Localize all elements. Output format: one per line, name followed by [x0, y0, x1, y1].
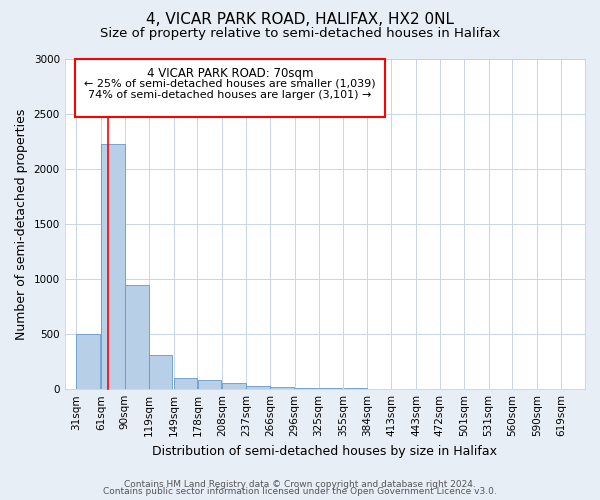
- X-axis label: Distribution of semi-detached houses by size in Halifax: Distribution of semi-detached houses by …: [152, 444, 497, 458]
- Bar: [125, 284, 149, 389]
- Text: 4 VICAR PARK ROAD: 70sqm: 4 VICAR PARK ROAD: 70sqm: [146, 68, 313, 80]
- Bar: [76, 334, 100, 389]
- Bar: [295, 388, 319, 389]
- Bar: [197, 380, 221, 389]
- Text: Size of property relative to semi-detached houses in Halifax: Size of property relative to semi-detach…: [100, 28, 500, 40]
- Bar: [319, 388, 343, 389]
- Text: ← 25% of semi-detached houses are smaller (1,039): ← 25% of semi-detached houses are smalle…: [84, 79, 376, 89]
- Bar: [101, 144, 125, 389]
- Bar: [149, 355, 172, 389]
- Y-axis label: Number of semi-detached properties: Number of semi-detached properties: [15, 108, 28, 340]
- Text: 74% of semi-detached houses are larger (3,101) →: 74% of semi-detached houses are larger (…: [88, 90, 371, 101]
- Text: Contains HM Land Registry data © Crown copyright and database right 2024.: Contains HM Land Registry data © Crown c…: [124, 480, 476, 489]
- Bar: [246, 386, 270, 389]
- Text: Contains public sector information licensed under the Open Government Licence v3: Contains public sector information licen…: [103, 487, 497, 496]
- Text: 4, VICAR PARK ROAD, HALIFAX, HX2 0NL: 4, VICAR PARK ROAD, HALIFAX, HX2 0NL: [146, 12, 454, 28]
- Bar: [368, 388, 391, 389]
- FancyBboxPatch shape: [75, 59, 385, 117]
- Bar: [223, 383, 246, 389]
- Bar: [270, 387, 294, 389]
- Bar: [174, 378, 197, 389]
- Bar: [344, 388, 367, 389]
